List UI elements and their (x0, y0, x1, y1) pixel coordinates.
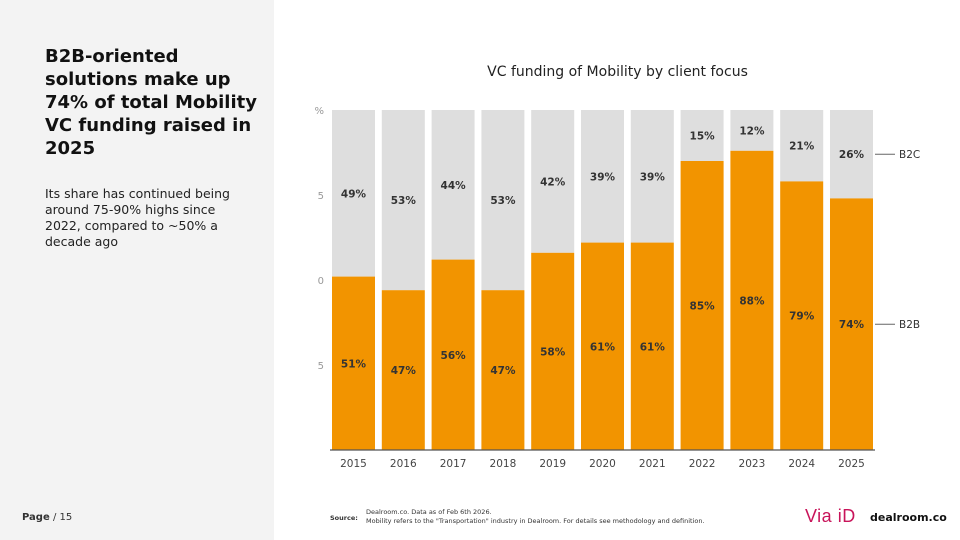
bar-b2b (730, 150, 774, 451)
source-text: Dealroom.co. Data as of Feb 6th 2026. Mo… (366, 508, 705, 526)
page-indicator: Page / 15 (22, 512, 72, 523)
data-label-b2c: 42% (540, 176, 566, 188)
data-label-b2b: 47% (391, 365, 417, 377)
x-tick-label: 2023 (739, 458, 766, 470)
data-label-b2b: 85% (690, 301, 716, 313)
y-tick-label: 5 (318, 361, 324, 372)
data-label-b2c: 21% (789, 141, 815, 153)
left-panel (0, 0, 274, 540)
bar-b2b (431, 259, 475, 450)
bar-b2c (332, 110, 375, 277)
bar-b2c (780, 110, 824, 182)
source-label: Source: (330, 514, 358, 522)
x-tick-label: 2021 (639, 458, 666, 470)
bar-b2c (531, 110, 575, 253)
data-label-b2b: 74% (839, 319, 865, 331)
data-label-b2c: 53% (490, 195, 516, 207)
legend-label-b2b: B2B (899, 319, 920, 331)
y-tick-label: 0 (318, 276, 324, 287)
bar-b2b (780, 181, 824, 450)
data-label-b2b: 79% (789, 311, 815, 323)
bar-b2b (581, 242, 624, 450)
bar-b2c (680, 110, 724, 161)
data-label-b2c: 44% (441, 180, 467, 192)
bar-b2b (830, 198, 873, 450)
x-tick-label: 2022 (689, 458, 716, 470)
x-tick-label: 2015 (340, 458, 367, 470)
data-label-b2b: 56% (441, 350, 467, 362)
chart-title: VC funding of Mobility by client focus (487, 64, 748, 80)
y-tick-label: % (314, 106, 324, 117)
bar-b2b (680, 161, 724, 450)
legend-label-b2c: B2C (899, 149, 920, 161)
bar-b2c (581, 110, 624, 243)
data-label-b2b: 51% (341, 358, 367, 370)
dealroom-logo: dealroom.co (870, 511, 947, 524)
data-label-b2b: 47% (490, 365, 516, 377)
bar-b2c (431, 110, 475, 260)
page-number: / 15 (52, 512, 73, 523)
bar-b2c (630, 110, 674, 243)
bar-b2c (381, 110, 425, 291)
x-tick-label: 2024 (788, 458, 815, 470)
data-label-b2c: 39% (590, 171, 616, 183)
data-label-b2c: 12% (739, 125, 765, 137)
subtext: Its share has continued being around 75-… (45, 186, 230, 249)
headline: B2B-oriented solutions make up 74% of to… (45, 46, 257, 159)
page-label: Page (22, 512, 50, 523)
x-tick-label: 2019 (539, 458, 566, 470)
bar-b2c (830, 110, 873, 199)
x-tick-label: 2020 (589, 458, 616, 470)
data-label-b2c: 26% (839, 149, 865, 161)
source-line: Dealroom.co. Data as of Feb 6th 2026. (366, 508, 492, 516)
bar-b2b (381, 290, 425, 450)
source-line: Mobility refers to the "Transportation" … (366, 517, 705, 525)
y-tick-label: 5 (318, 191, 324, 202)
x-tick-label: 2017 (440, 458, 467, 470)
data-label-b2c: 39% (640, 171, 666, 183)
x-tick-label: 2016 (390, 458, 417, 470)
bar-b2b (332, 276, 375, 450)
data-label-b2c: 49% (341, 188, 367, 200)
data-label-b2b: 61% (640, 341, 666, 353)
x-tick-label: 2025 (838, 458, 865, 470)
bar-b2c (481, 110, 525, 291)
x-tick-label: 2018 (490, 458, 517, 470)
bar-b2b (630, 242, 674, 450)
bar-b2b (531, 252, 575, 450)
viaid-logo: Via iD (805, 506, 856, 526)
stacked-bar-chart: 49% 51% 2015 53% 47% 2016 44% 56% 2017 53% 47% 2018… (314, 106, 920, 470)
data-label-b2c: 53% (391, 195, 417, 207)
bar-b2b (481, 290, 525, 450)
data-label-b2b: 58% (540, 346, 566, 358)
bar-b2c (730, 110, 774, 151)
data-label-b2b: 88% (739, 295, 765, 307)
data-label-b2c: 15% (690, 131, 716, 143)
data-label-b2b: 61% (590, 341, 616, 353)
